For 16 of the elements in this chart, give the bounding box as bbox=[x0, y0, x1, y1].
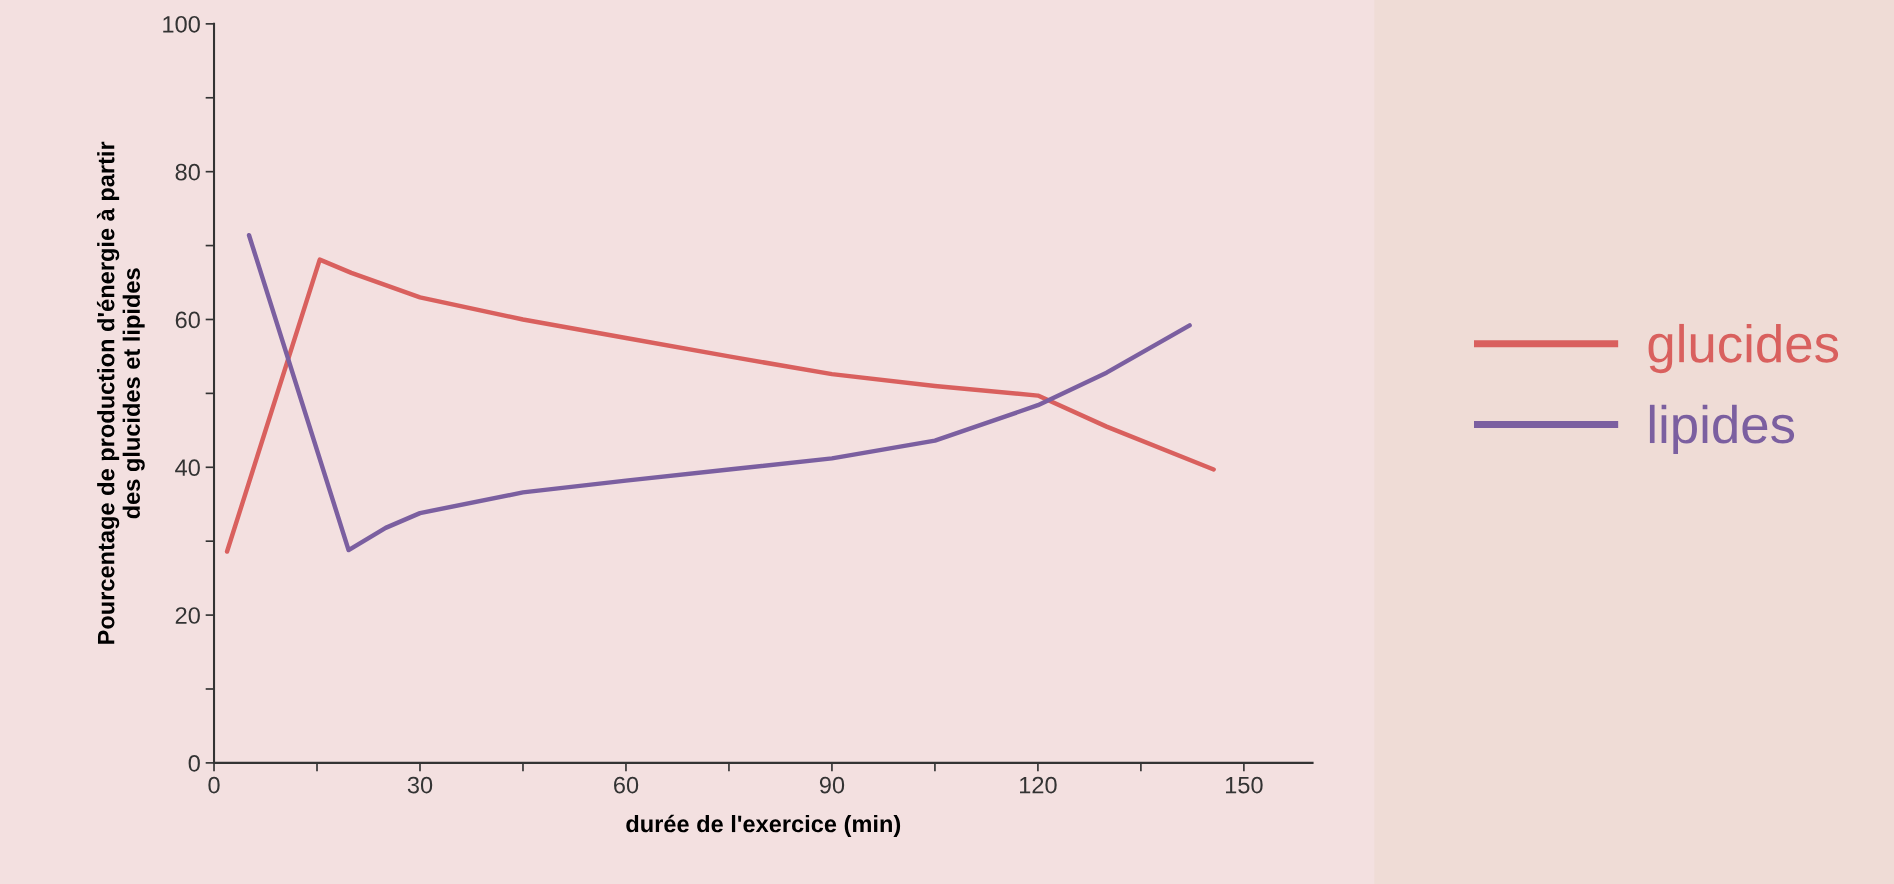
y-tick-label: 0 bbox=[188, 754, 200, 772]
y-tick-label: 100 bbox=[163, 15, 200, 33]
x-tick-label: 0 bbox=[208, 776, 220, 794]
y-tick-label: 80 bbox=[175, 163, 200, 181]
y-tick-label: 60 bbox=[175, 311, 200, 329]
x-tick-label: 120 bbox=[1020, 776, 1057, 794]
x-axis-title: durée de l'exercice (min) bbox=[626, 814, 901, 837]
y-axis-title: Pourcentage de production d'énergie à partir des glucides et lipides bbox=[96, 141, 145, 644]
x-tick-label: 60 bbox=[614, 776, 639, 794]
y-tick-label: 40 bbox=[175, 459, 200, 477]
x-tick-label: 150 bbox=[1225, 776, 1263, 794]
x-tick-label: 90 bbox=[819, 776, 845, 794]
legend-label: glucides bbox=[1648, 323, 1839, 374]
legend-label: lipides bbox=[1649, 404, 1795, 454]
x-tick-label: 30 bbox=[407, 776, 433, 794]
y-tick-label: 20 bbox=[175, 607, 200, 624]
